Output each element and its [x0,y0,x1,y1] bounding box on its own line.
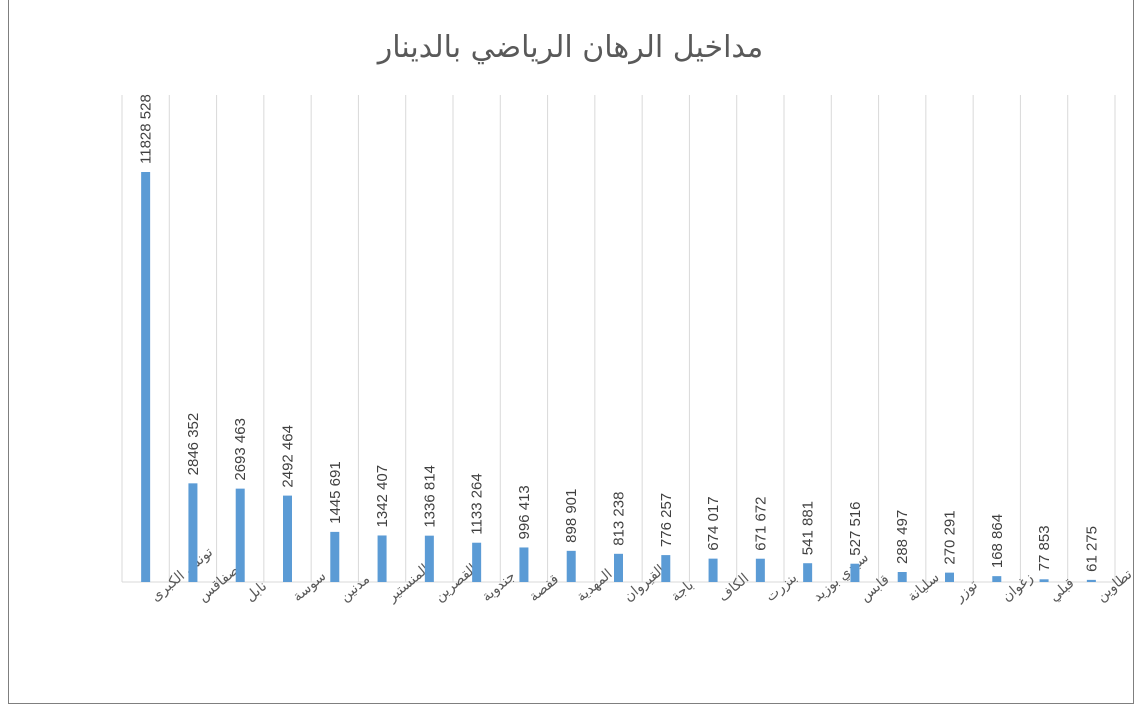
bar [377,535,387,582]
data-label: 898 901 [563,489,580,543]
bar [945,572,954,582]
bar [1086,579,1096,582]
data-label: 1445 691 [327,461,344,524]
data-label: 1133 264 [469,473,486,534]
bar [1039,579,1049,582]
bar [755,558,765,582]
bar [803,563,813,582]
x-tick-label: المهدية [573,565,616,605]
bar [188,483,198,582]
data-label: 671 672 [752,496,769,550]
bar [141,172,151,582]
data-label: 77 853 [1036,525,1053,571]
bar [330,531,340,582]
x-tick-label: قابس [857,571,893,605]
x-tick-label: جندوبة [478,567,518,605]
data-label: 2846 352 [185,413,202,476]
x-tick-label: مدنين [336,570,373,605]
bar [472,542,482,582]
x-tick-label: نابل [242,577,270,604]
x-tick-label: صفاقس [195,561,243,605]
data-label: 168 864 [989,514,1006,568]
x-tick-label: الكاف [715,570,752,605]
x-tick-label: زغوان [998,569,1036,605]
x-tick-label: توزر [950,576,981,606]
x-tick-label: سوسة [289,567,329,605]
bar [566,550,576,582]
bar [897,572,907,582]
data-label: 61 275 [1083,526,1100,572]
data-label: 288 497 [894,510,911,564]
data-label: 674 017 [705,496,722,550]
chart-title: مداخيل الرهان الرياضي بالدينار [377,30,764,65]
data-label: 1342 407 [374,465,391,528]
data-label: 996 413 [516,485,533,539]
data-label: 813 238 [611,492,628,546]
bar [992,576,1002,582]
x-tick-label: قفصة [526,571,562,605]
bar [614,553,623,582]
data-label: 11828 528 [138,94,155,164]
bar [519,547,529,582]
data-label: 2492 464 [280,425,297,488]
x-tick-label: باجة [667,576,696,604]
data-label: 527 516 [847,501,864,555]
bar [283,495,292,582]
bar [424,535,434,582]
bar [235,488,245,582]
data-label: 541 881 [800,501,817,555]
bar [661,555,671,582]
data-label: 1336 814 [421,465,438,528]
data-label: 270 291 [942,510,959,564]
x-tick-label: القيروان [620,561,668,605]
chart-frame [8,0,1134,704]
bar [708,558,718,582]
bar [850,563,860,582]
data-label: 776 257 [658,493,675,547]
x-tick-label: قبلي [1046,575,1077,605]
x-tick-label: سليانة [904,569,942,605]
data-label: 2693 463 [232,418,249,481]
x-tick-label: بنزرت [762,569,800,605]
